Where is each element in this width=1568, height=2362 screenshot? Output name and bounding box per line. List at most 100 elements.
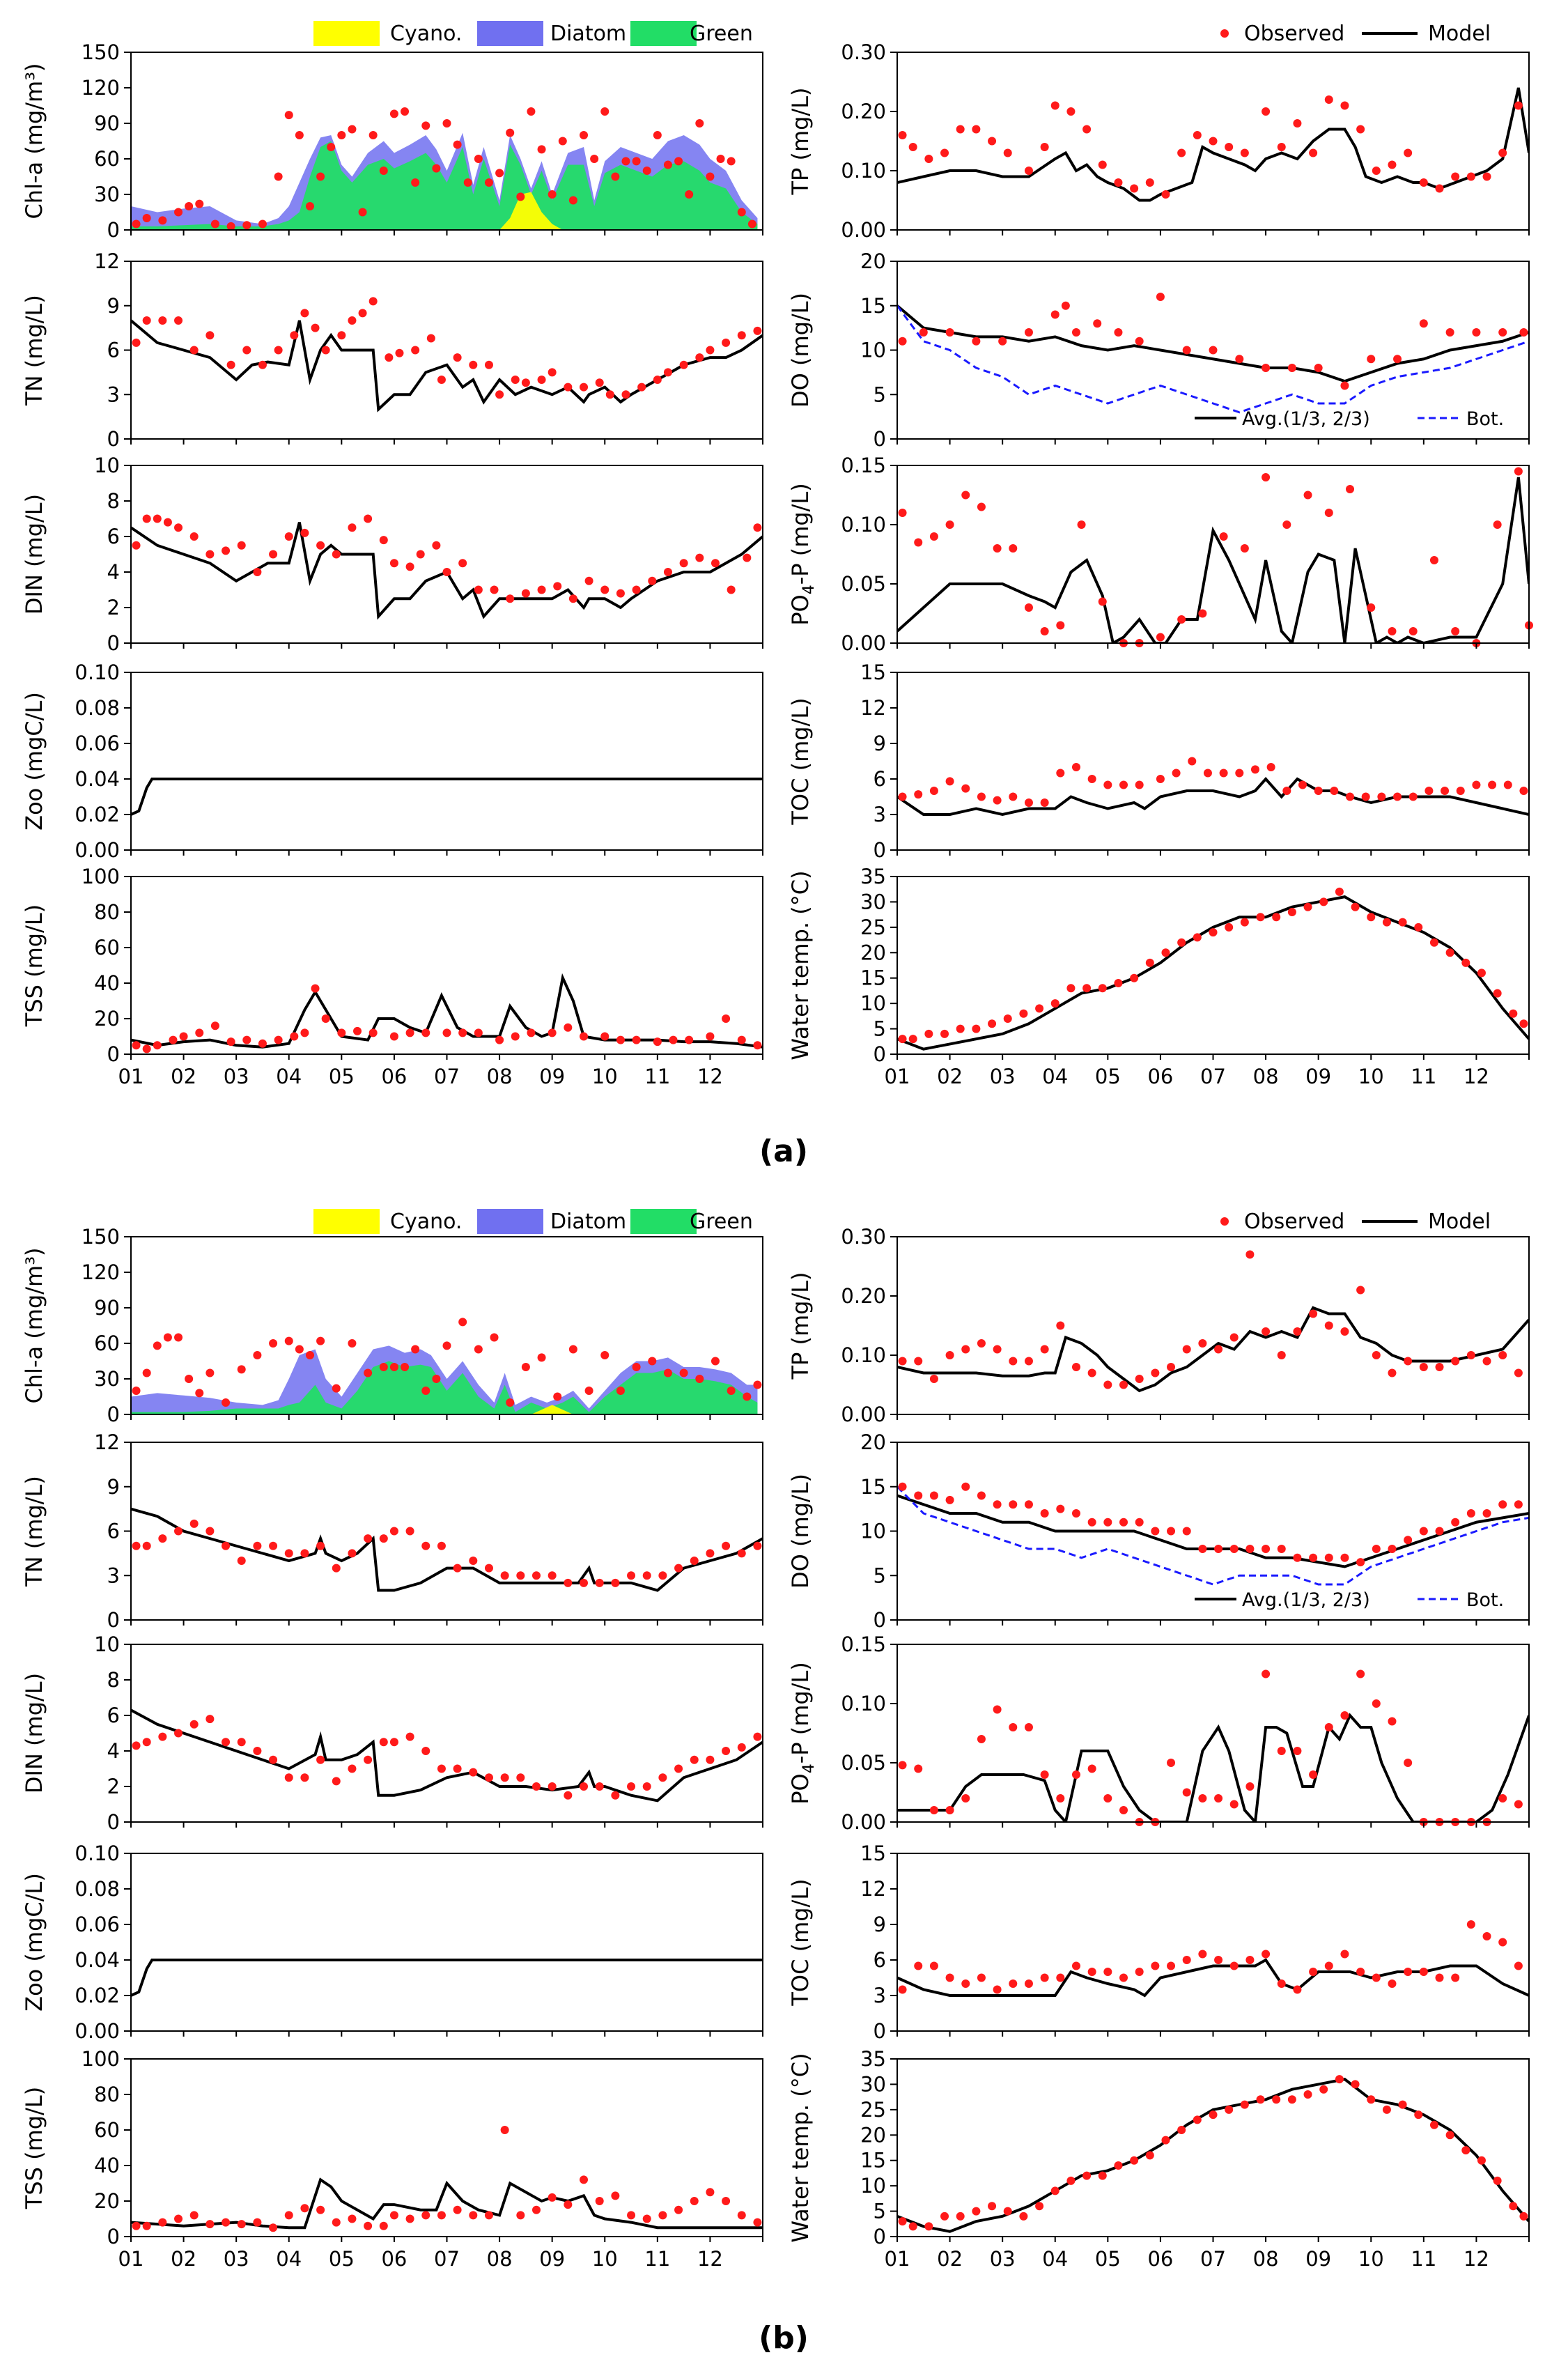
observed-point xyxy=(663,568,672,576)
y-tick-label: 10 xyxy=(860,339,886,362)
observed-point xyxy=(663,368,672,377)
chart-a-do: 0 5 10 15 20 DO (mg/L) Avg.(1/3, 2/3) Bot. xyxy=(787,249,1530,451)
observed-point xyxy=(332,1564,341,1573)
observed-point xyxy=(237,1557,246,1565)
observed-point xyxy=(1398,918,1407,927)
observed-point xyxy=(153,1341,162,1350)
observed-point xyxy=(416,550,425,559)
observed-point xyxy=(1367,913,1376,922)
observed-point xyxy=(1404,1357,1413,1366)
observed-point xyxy=(1498,1351,1507,1359)
observed-point xyxy=(1451,1973,1460,1982)
observed-point xyxy=(924,155,933,163)
legend-panel-1: Cyano. Diatom Green Observed Model xyxy=(313,1209,1491,1234)
observed-point xyxy=(1009,792,1018,801)
observed-point xyxy=(316,1336,325,1345)
observed-point xyxy=(1372,1351,1381,1359)
observed-point xyxy=(368,297,378,306)
observed-point xyxy=(389,1527,398,1536)
y-tick-label: 20 xyxy=(860,1430,886,1454)
observed-point xyxy=(924,2222,933,2231)
observed-point xyxy=(1435,184,1444,193)
observed-point xyxy=(469,2211,478,2220)
legend-observed-label: Observed xyxy=(1244,1210,1344,1234)
y-tick-label: 0 xyxy=(107,1608,120,1632)
observed-point xyxy=(1293,119,1302,128)
observed-point xyxy=(1098,160,1107,169)
chart-a-tp: 0.00 0.10 0.20 0.30 TP (mg/L) xyxy=(787,40,1530,242)
observed-point xyxy=(500,1773,509,1782)
observed-point xyxy=(568,1345,577,1354)
y-axis-label: DIN (mg/L) xyxy=(21,494,47,615)
observed-point xyxy=(490,1333,499,1342)
y-tick-label: 10 xyxy=(860,991,886,1015)
observed-point xyxy=(1272,913,1281,922)
observed-point xyxy=(411,1345,420,1354)
observed-point xyxy=(632,1035,641,1044)
y-tick-label: 0.30 xyxy=(841,1225,886,1249)
observed-point xyxy=(1419,1527,1428,1536)
x-tick-label: 03 xyxy=(990,2247,1016,2271)
observed-point xyxy=(753,326,762,335)
observed-point xyxy=(669,1035,678,1044)
observed-point xyxy=(1388,1717,1397,1726)
legend-avg-label: Avg.(1/3, 2/3) xyxy=(1242,1589,1370,1611)
y-tick-label: 4 xyxy=(107,560,120,584)
y-tick-label: 20 xyxy=(860,941,886,964)
observed-point xyxy=(1361,792,1370,801)
observed-point xyxy=(1056,1973,1065,1982)
observed-point xyxy=(527,1028,536,1037)
observed-point xyxy=(1198,1794,1207,1803)
observed-point xyxy=(1040,1509,1049,1518)
legends: Cyano. Diatom Green Observed Model Cyano. Diat… xyxy=(313,21,1491,1234)
observed-point xyxy=(653,131,662,139)
observed-point xyxy=(1145,178,1154,187)
observed-point xyxy=(972,125,981,134)
observed-point xyxy=(321,346,330,355)
observed-point xyxy=(706,1549,715,1558)
observed-point xyxy=(1245,1956,1255,1964)
observed-point xyxy=(1040,627,1049,635)
observed-point xyxy=(237,541,246,550)
observed-point xyxy=(679,360,688,369)
y-axis-label: TP (mg/L) xyxy=(787,87,814,195)
y-tick-label: 0.20 xyxy=(841,100,886,123)
observed-point xyxy=(1266,763,1275,771)
observed-point xyxy=(568,196,577,205)
observed-point xyxy=(1225,923,1234,932)
observed-point xyxy=(1177,2126,1186,2134)
observed-point xyxy=(405,562,414,571)
observed-point xyxy=(674,1764,683,1773)
observed-point xyxy=(1451,627,1460,635)
observed-point xyxy=(458,559,467,568)
observed-point xyxy=(253,1351,262,1359)
observed-point xyxy=(1009,1500,1018,1509)
observed-point xyxy=(737,2211,746,2220)
chart-b-din: 0 2 4 6 8 10 DIN (mg/L) xyxy=(21,1632,763,1834)
observed-point xyxy=(1071,1509,1080,1518)
observed-point xyxy=(1198,1339,1207,1348)
observed-point xyxy=(1009,544,1018,553)
observed-point xyxy=(605,390,614,399)
observed-point xyxy=(1466,1351,1475,1359)
observed-point xyxy=(961,1345,970,1354)
observed-point xyxy=(1372,167,1381,175)
observed-point xyxy=(490,585,499,594)
series-line-model xyxy=(131,319,763,412)
observed-point xyxy=(1156,293,1165,301)
observed-point xyxy=(674,1564,683,1573)
x-tick-label: 01 xyxy=(118,2247,144,2271)
observed-point xyxy=(1293,1985,1302,1994)
observed-point xyxy=(595,378,604,387)
observed-point xyxy=(961,1482,970,1491)
observed-point xyxy=(553,1392,562,1401)
observed-point xyxy=(1356,1286,1365,1295)
observed-point xyxy=(527,107,536,116)
observed-point xyxy=(348,523,357,532)
observed-point xyxy=(474,1345,483,1354)
observed-point xyxy=(584,576,593,585)
x-tick-label: 09 xyxy=(539,1065,565,1088)
